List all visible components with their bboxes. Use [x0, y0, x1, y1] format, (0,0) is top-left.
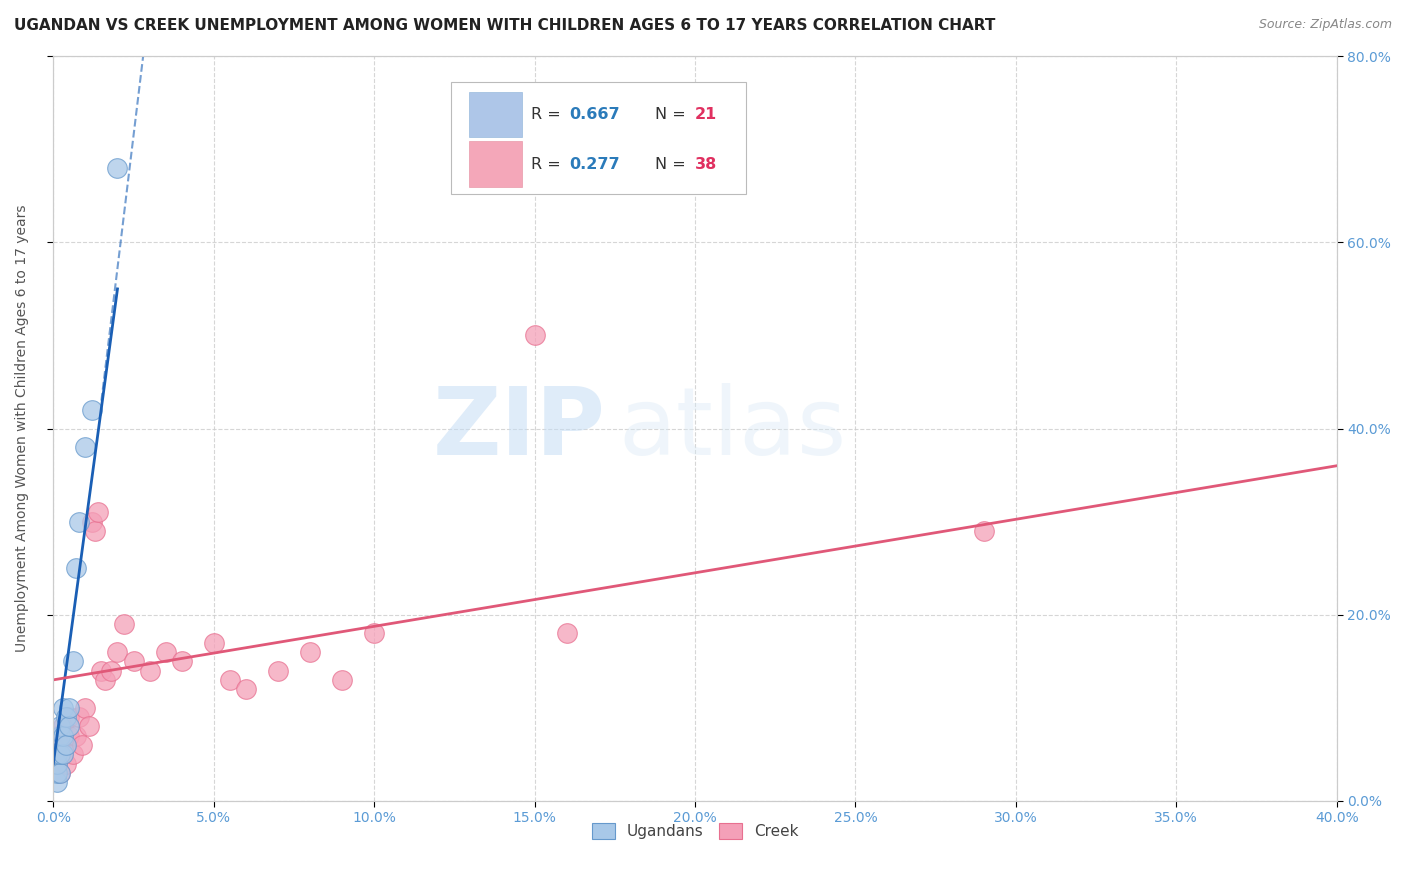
Point: [58, 719, 80, 733]
Point: [62, 654, 84, 668]
Point: [80, 515, 103, 529]
Point: [58, 710, 80, 724]
Point: [218, 673, 240, 687]
Point: [52, 747, 75, 762]
Text: N =: N =: [655, 157, 692, 171]
Point: [58, 700, 80, 714]
Point: [107, 161, 129, 175]
Text: R =: R =: [530, 157, 565, 171]
Point: [45, 747, 67, 762]
Point: [65, 729, 87, 743]
Point: [330, 673, 353, 687]
Text: 0.667: 0.667: [569, 107, 620, 122]
Point: [48, 747, 70, 762]
Point: [112, 617, 135, 632]
Text: 38: 38: [695, 157, 717, 171]
Point: [52, 700, 75, 714]
Y-axis label: Unemployment Among Women with Children Ages 6 to 17 years: Unemployment Among Women with Children A…: [15, 205, 30, 652]
Point: [138, 664, 160, 678]
FancyBboxPatch shape: [470, 142, 522, 187]
Point: [75, 440, 97, 454]
Point: [267, 664, 290, 678]
Point: [45, 775, 67, 789]
Point: [93, 673, 115, 687]
Point: [48, 766, 70, 780]
Point: [107, 645, 129, 659]
Point: [155, 645, 177, 659]
Legend: Ugandans, Creek: Ugandans, Creek: [585, 817, 804, 846]
Point: [298, 645, 321, 659]
Point: [45, 766, 67, 780]
Text: Source: ZipAtlas.com: Source: ZipAtlas.com: [1258, 18, 1392, 31]
Point: [80, 403, 103, 417]
Point: [55, 738, 77, 752]
Point: [170, 654, 193, 668]
Point: [67, 515, 90, 529]
Point: [77, 719, 100, 733]
Text: 0.277: 0.277: [569, 157, 620, 171]
Point: [363, 626, 385, 640]
Point: [45, 756, 67, 771]
Point: [55, 710, 77, 724]
Point: [48, 719, 70, 733]
Text: 21: 21: [695, 107, 717, 122]
Text: R =: R =: [530, 107, 565, 122]
FancyBboxPatch shape: [451, 82, 747, 194]
Point: [52, 729, 75, 743]
FancyBboxPatch shape: [470, 92, 522, 137]
Point: [100, 664, 122, 678]
Point: [55, 756, 77, 771]
Point: [973, 524, 995, 538]
Text: UGANDAN VS CREEK UNEMPLOYMENT AMONG WOMEN WITH CHILDREN AGES 6 TO 17 YEARS CORRE: UGANDAN VS CREEK UNEMPLOYMENT AMONG WOME…: [14, 18, 995, 33]
Point: [48, 766, 70, 780]
Point: [87, 505, 110, 519]
Point: [75, 700, 97, 714]
Point: [62, 747, 84, 762]
Point: [202, 635, 225, 649]
Point: [65, 561, 87, 575]
Point: [67, 710, 90, 724]
Point: [55, 738, 77, 752]
Point: [523, 328, 546, 343]
Point: [70, 738, 93, 752]
Point: [235, 682, 257, 697]
Point: [52, 747, 75, 762]
Point: [555, 626, 578, 640]
Text: N =: N =: [655, 107, 692, 122]
Point: [84, 524, 107, 538]
Point: [58, 729, 80, 743]
Point: [45, 756, 67, 771]
Point: [48, 738, 70, 752]
Point: [52, 719, 75, 733]
Text: atlas: atlas: [619, 383, 846, 475]
Point: [122, 654, 145, 668]
Point: [90, 664, 112, 678]
Point: [45, 729, 67, 743]
Text: ZIP: ZIP: [432, 383, 605, 475]
Point: [48, 729, 70, 743]
